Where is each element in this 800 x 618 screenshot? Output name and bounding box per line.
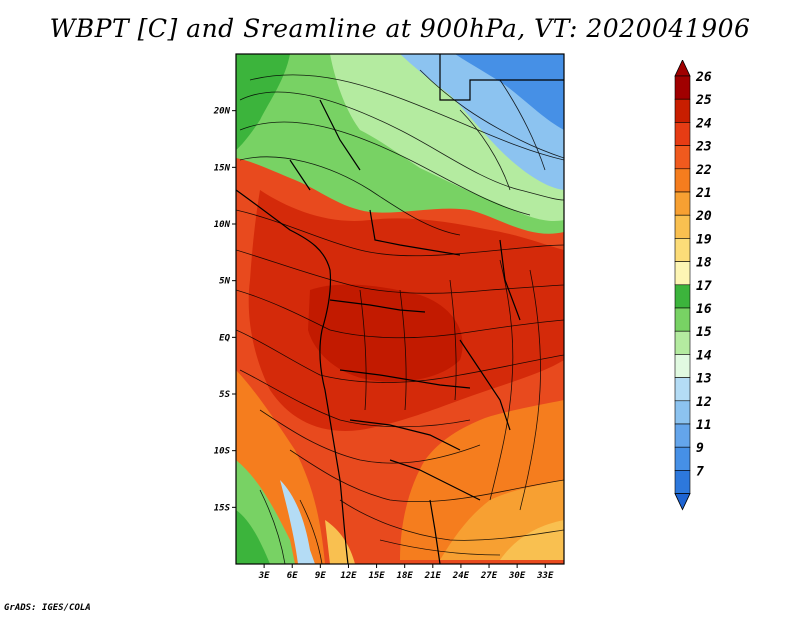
colorbar-swatch [674,377,691,402]
y-tick-label: 15S [214,503,231,513]
colorbar-top-arrow [674,60,691,77]
y-tick-label: 10S [214,447,231,457]
colorbar-swatch [674,75,691,100]
x-tick-label: 24E [452,571,470,581]
colorbar-label: 16 [696,302,712,317]
x-tick-label: 15E [368,571,385,581]
colorbar-swatch [674,354,691,378]
map-panel: 20N 15N 10N 5N EQ 5S 10S 15S 3E 6E 9E 12E 15E 18E 21E… [200,40,580,589]
colorbar-label: 17 [696,279,712,294]
colorbar-swatch [674,446,691,471]
credit-text: GrADS: IGES/COLA [4,603,91,613]
x-tick-label: 30E [508,571,526,581]
y-axis: 20N 15N 10N 5N EQ 5S 10S 15S [213,107,236,513]
temperature-field [236,54,564,564]
y-tick-label: 5S [219,390,230,400]
x-tick-label: 6E [287,571,298,581]
x-tick-label: 27E [480,571,498,581]
colorbar-swatch [674,214,691,239]
colorbar-swatch [674,238,691,262]
colorbar-label: 12 [696,395,712,410]
colorbar-label: 26 [695,70,712,85]
colorbar-label: 13 [696,372,712,387]
colorbar-bottom-arrow [674,493,691,511]
x-tick-label: 12E [340,571,357,581]
colorbar-swatch [674,284,691,309]
colorbar: 26 25 24 23 22 21 20 19 18 17 16 15 14 13 12 11 9 7 [674,60,712,511]
x-tick-label: 9E [315,571,326,581]
x-tick-label: 21E [424,571,442,581]
colorbar-label: 24 [695,116,712,131]
colorbar-label: 22 [695,163,712,178]
colorbar-swatch [674,307,691,332]
colorbar-swatch [674,423,691,448]
colorbar-swatch [674,122,691,146]
y-tick-label: 5N [219,277,230,287]
colorbar-label: 14 [696,348,712,363]
colorbar-swatch [674,330,691,355]
colorbar-label: 9 [696,441,704,456]
x-axis: 3E 6E 9E 12E 15E 18E 21E 24E 27E 30E 33E [258,564,554,581]
x-tick-label: 3E [258,571,270,581]
y-tick-label: 20N [213,107,231,117]
colorbar-label: 20 [695,209,712,224]
colorbar-swatch [674,400,691,425]
colorbar-label: 11 [696,418,712,433]
y-tick-label: 15N [214,163,231,173]
colorbar-label: 23 [695,140,712,155]
colorbar-swatch [674,168,691,193]
colorbar-label: 19 [696,232,712,247]
x-tick-label: 18E [397,571,414,581]
colorbar-swatch [674,98,691,123]
y-tick-label: EQ [219,333,230,343]
colorbar-swatch [674,145,691,170]
colorbar-swatch [674,191,691,216]
colorbar-swatch [674,470,691,494]
colorbar-label: 25 [695,93,712,108]
map-title: WBPT [C] and Sreamline at 900hPa, VT: 20… [49,14,751,43]
colorbar-swatch [674,261,691,286]
map-frame [235,53,565,565]
map-svg: 20N 15N 10N 5N EQ 5S 10S 15S 3E 6E 9E 12E 15E 18E 21E… [213,53,565,581]
colorbar-label: 18 [696,256,712,271]
y-tick-label: 10N [214,220,231,230]
colorbar-label: 15 [696,325,712,340]
colorbar-label: 21 [695,186,712,201]
streamlines [236,69,564,564]
x-tick-label: 33E [536,571,554,581]
boundaries [236,54,564,564]
colorbar-label: 7 [696,464,704,479]
